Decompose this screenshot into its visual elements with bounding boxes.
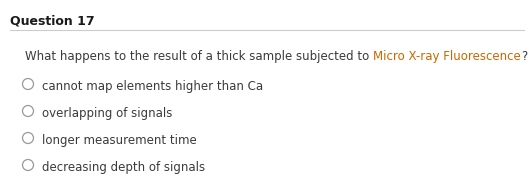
Text: What happens to the result of a thick sample subjected to: What happens to the result of a thick sa…	[25, 50, 373, 63]
Text: ?: ?	[521, 50, 527, 63]
Text: overlapping of signals: overlapping of signals	[42, 107, 172, 120]
Text: decreasing depth of signals: decreasing depth of signals	[42, 161, 205, 174]
Text: Question 17: Question 17	[10, 14, 95, 27]
Text: cannot map elements higher than Ca: cannot map elements higher than Ca	[42, 80, 263, 93]
Text: longer measurement time: longer measurement time	[42, 134, 197, 147]
Text: Micro X-ray Fluorescence: Micro X-ray Fluorescence	[373, 50, 521, 63]
